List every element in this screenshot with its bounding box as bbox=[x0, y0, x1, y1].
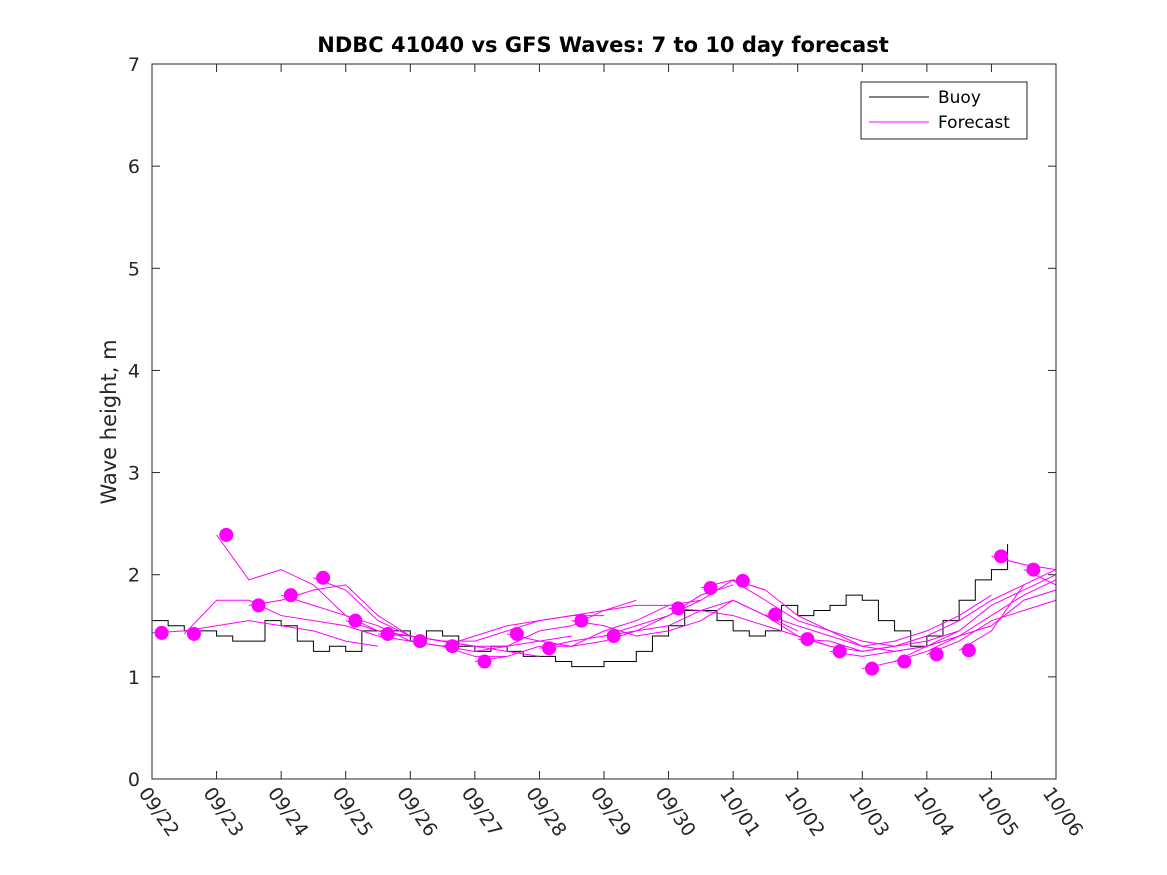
forecast-markers bbox=[154, 527, 1041, 676]
forecast-marker bbox=[186, 626, 201, 641]
y-tick-label: 6 bbox=[128, 156, 140, 178]
y-tick-label: 7 bbox=[128, 54, 140, 76]
forecast-marker bbox=[251, 598, 266, 613]
x-tick-label: 09/22 bbox=[134, 783, 183, 840]
forecast-line bbox=[313, 577, 540, 657]
forecast-marker bbox=[606, 629, 621, 643]
x-tick-label: 10/04 bbox=[909, 783, 958, 840]
forecast-marker bbox=[154, 625, 169, 640]
forecast-marker bbox=[316, 570, 331, 585]
x-tick-label: 09/24 bbox=[263, 783, 312, 840]
forecast-marker bbox=[477, 654, 492, 669]
forecast-marker bbox=[445, 639, 460, 654]
y-tick-label: 3 bbox=[128, 463, 140, 485]
legend-label-forecast: Forecast bbox=[938, 113, 1010, 133]
forecast-line bbox=[926, 599, 1057, 655]
y-tick-label: 1 bbox=[128, 667, 140, 689]
forecast-marker bbox=[735, 573, 750, 588]
forecast-line bbox=[862, 574, 1057, 670]
forecast-marker bbox=[800, 632, 815, 647]
forecast-marker bbox=[832, 644, 847, 659]
forecast-marker bbox=[929, 647, 944, 662]
forecast-marker bbox=[768, 607, 783, 622]
forecast-marker bbox=[961, 643, 976, 658]
y-tick-label: 2 bbox=[128, 565, 140, 587]
forecast-marker bbox=[671, 601, 686, 616]
forecast-marker bbox=[509, 626, 524, 641]
forecast-marker bbox=[283, 588, 298, 603]
x-tick-label: 09/27 bbox=[457, 783, 506, 840]
x-tick-label: 09/30 bbox=[650, 783, 699, 840]
forecast-marker bbox=[897, 654, 912, 669]
legend-box bbox=[860, 81, 1028, 140]
y-tick-label: 5 bbox=[128, 258, 140, 280]
forecast-line bbox=[829, 579, 1057, 657]
forecast-line bbox=[410, 599, 637, 647]
x-axis: 09/22 09/23 09/24 09/25 09/26 09/27 09/28 09/29… bbox=[134, 64, 1087, 841]
forecast-line bbox=[668, 607, 895, 652]
forecast-marker bbox=[380, 626, 395, 641]
forecast-line bbox=[183, 599, 411, 642]
x-tick-label: 09/29 bbox=[586, 783, 635, 840]
forecast-line bbox=[442, 604, 669, 652]
forecast-line bbox=[377, 615, 604, 642]
buoy-line bbox=[152, 544, 1009, 668]
x-tick-label: 10/06 bbox=[1038, 783, 1087, 840]
forecast-marker bbox=[864, 661, 879, 676]
forecast-marker bbox=[542, 641, 557, 656]
forecast-marker bbox=[1026, 562, 1041, 577]
forecast-marker bbox=[348, 613, 363, 628]
legend-label-buoy: Buoy bbox=[938, 88, 981, 108]
forecast-line bbox=[539, 579, 766, 649]
plot-area-border bbox=[151, 63, 1057, 780]
forecast-series-group bbox=[151, 534, 1057, 670]
chart-title: NDBC 41040 vs GFS Waves: 7 to 10 day for… bbox=[317, 33, 888, 57]
forecast-line bbox=[797, 584, 1024, 652]
forecast-line bbox=[216, 534, 443, 642]
forecast-marker bbox=[703, 580, 718, 595]
x-tick-label: 10/03 bbox=[844, 783, 893, 840]
y-tick-label: 4 bbox=[128, 360, 140, 382]
legend: Buoy Forecast bbox=[860, 81, 1028, 140]
forecast-line bbox=[603, 599, 831, 647]
forecast-marker bbox=[994, 549, 1009, 564]
x-tick-label: 09/26 bbox=[392, 783, 441, 840]
forecast-line bbox=[765, 594, 992, 647]
buoy-series bbox=[152, 544, 1009, 668]
forecast-marker bbox=[412, 634, 427, 649]
forecast-line bbox=[732, 580, 960, 647]
x-tick-label: 10/05 bbox=[973, 783, 1022, 840]
x-tick-label: 09/28 bbox=[521, 783, 570, 840]
y-axis-label: Wave height, m bbox=[97, 339, 121, 504]
x-tick-label: 09/25 bbox=[328, 783, 377, 840]
forecast-marker bbox=[574, 613, 589, 628]
x-tick-label: 10/01 bbox=[715, 783, 764, 840]
forecast-marker bbox=[219, 527, 234, 542]
y-axis: 0 1 2 3 4 5 6 7 bbox=[128, 54, 1056, 791]
y-tick-label: 0 bbox=[128, 769, 140, 791]
x-tick-label: 09/23 bbox=[198, 783, 247, 840]
x-tick-label: 10/02 bbox=[780, 783, 829, 840]
